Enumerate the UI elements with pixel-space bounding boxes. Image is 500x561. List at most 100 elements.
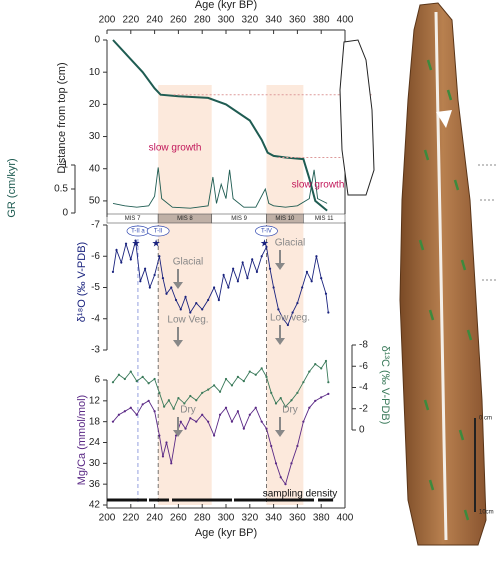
x-tick-label: 200 <box>99 15 116 26</box>
x-tick-label: 380 <box>313 15 330 26</box>
data-point <box>301 286 304 289</box>
data-point <box>248 370 251 373</box>
y-axis-label: Mg/Ca (mmol/mol) <box>76 395 88 485</box>
data-point <box>279 476 282 479</box>
data-point <box>320 277 323 280</box>
data-point <box>184 295 187 298</box>
data-point <box>236 410 239 413</box>
y-tick-label: -4 <box>359 382 368 393</box>
data-point <box>123 410 126 413</box>
data-point <box>265 427 268 430</box>
data-point <box>153 273 156 277</box>
termination-badge <box>146 225 170 237</box>
data-point <box>213 434 216 437</box>
data-line <box>112 39 328 212</box>
y-tick-label: 30 <box>89 458 101 469</box>
outline-sketch <box>339 39 375 196</box>
data-point <box>324 359 328 363</box>
glacial-band <box>158 85 212 505</box>
star: ★ <box>260 239 269 250</box>
data-point <box>314 363 317 366</box>
data-point <box>246 277 249 280</box>
data-point <box>277 308 280 311</box>
y-tick-label: 42 <box>89 500 101 511</box>
data-point <box>327 311 330 314</box>
x-tick-label: 200 <box>99 513 116 524</box>
x-axis-label: Age (kyr BP) <box>195 0 257 11</box>
termination-label: T-IV <box>261 229 272 235</box>
data-point <box>184 427 187 430</box>
data-point <box>254 406 257 409</box>
data-point <box>296 302 299 305</box>
data-point <box>179 420 182 423</box>
data-point <box>230 384 234 387</box>
annotation: Low Veg. <box>167 315 208 326</box>
data-point <box>251 258 254 261</box>
data-point <box>129 406 132 409</box>
y-tick-label: 0.5 <box>54 184 68 195</box>
y-tick-label: 0 <box>94 35 100 46</box>
data-point <box>153 377 156 381</box>
y-tick-label: 0 <box>359 425 365 436</box>
data-point <box>117 373 120 376</box>
data-point <box>179 308 182 311</box>
mis-label: MIS 8 <box>177 216 193 222</box>
data-point <box>170 462 173 465</box>
data-point <box>265 375 268 378</box>
termination-label: T-II <box>154 229 163 235</box>
data-point <box>139 280 142 283</box>
annotation: slow growth <box>292 180 345 191</box>
arrow-head <box>275 263 285 270</box>
y-tick-label: 20 <box>89 99 101 110</box>
data-point <box>148 286 151 289</box>
annotation: sampling density <box>263 489 337 500</box>
y-tick-label: 10 <box>89 67 101 78</box>
mis-label: MIS 7 <box>125 216 141 222</box>
y-tick-label: 36 <box>89 479 101 490</box>
data-point <box>302 420 305 423</box>
data-point <box>286 323 289 327</box>
termination-label: T-II a <box>131 229 145 235</box>
data-point <box>158 434 161 437</box>
mis-label: MIS 11 <box>315 216 334 222</box>
x-tick-label: 220 <box>122 15 139 26</box>
y-axis-label: δ¹³C (‰ V-PDB) <box>379 346 391 425</box>
data-point <box>242 427 245 430</box>
x-tick-label: 360 <box>289 15 306 26</box>
data-point <box>284 483 287 486</box>
y-axis-label: GR (cm/kyr) <box>6 158 18 217</box>
data-point <box>158 391 161 394</box>
data-point <box>135 413 138 416</box>
annotation: Glacial <box>275 238 306 249</box>
data-point <box>241 261 244 264</box>
arrow-head <box>173 282 183 289</box>
x-tick-label: 380 <box>313 513 330 524</box>
data-point <box>172 407 175 410</box>
data-point <box>291 311 294 314</box>
x-tick-label: 280 <box>194 15 211 26</box>
data-point <box>161 455 165 458</box>
data-point <box>174 434 178 437</box>
data-point <box>320 367 323 370</box>
annotation: Low veg. <box>270 313 310 324</box>
data-point <box>195 302 198 305</box>
data-point <box>284 405 287 408</box>
x-tick-label: 220 <box>122 513 139 524</box>
data-point <box>217 298 220 302</box>
data-point <box>115 248 118 252</box>
data-point <box>141 403 144 406</box>
data-point <box>290 462 293 465</box>
data-point <box>123 377 126 381</box>
data-point <box>111 270 115 273</box>
y-tick-label: -6 <box>359 361 368 372</box>
data-point <box>170 286 173 289</box>
annotation: Dry <box>180 405 196 416</box>
data-point <box>327 381 330 384</box>
y-tick-label: 6 <box>94 375 100 386</box>
x-tick-label: 400 <box>337 15 354 26</box>
x-tick-label: 300 <box>218 513 235 524</box>
y-tick-label: 30 <box>89 131 101 142</box>
scale-bottom: 10cm <box>479 510 494 516</box>
data-point <box>270 391 273 394</box>
y-tick-label: 18 <box>89 416 101 427</box>
